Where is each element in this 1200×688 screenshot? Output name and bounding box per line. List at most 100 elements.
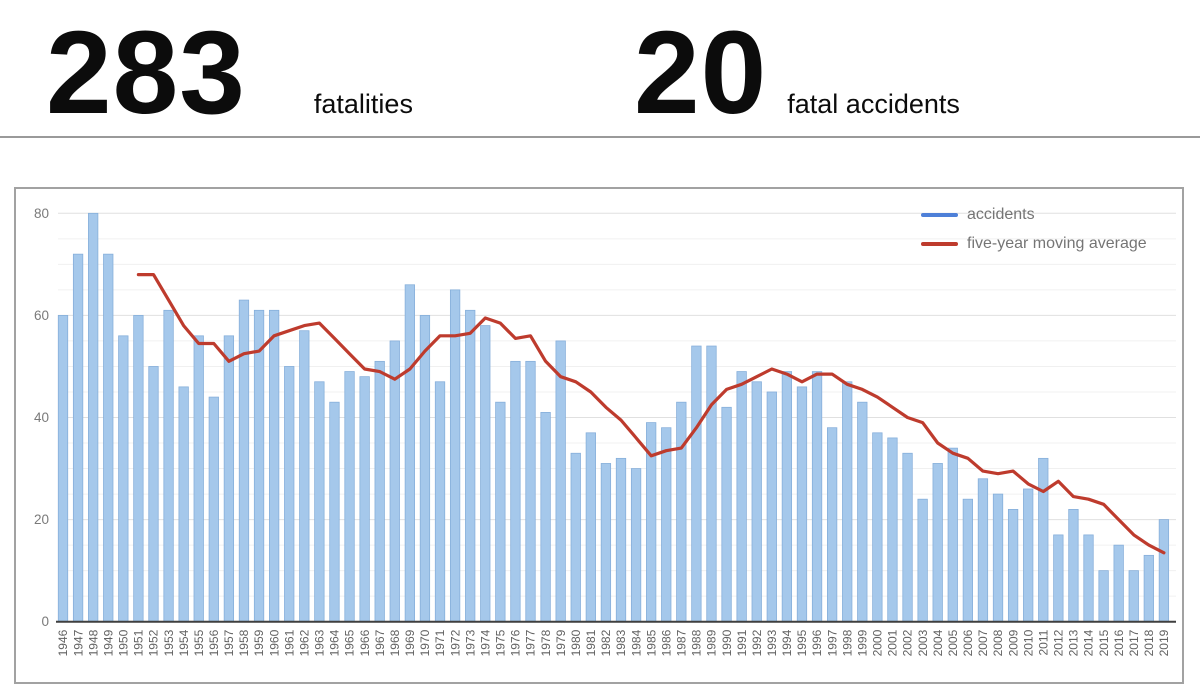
bar-1992[interactable] [751, 381, 762, 623]
bar-1987[interactable] [676, 401, 687, 623]
bar-1971[interactable] [434, 381, 446, 623]
bar-1996[interactable] [811, 371, 823, 623]
bar-1976[interactable] [510, 360, 521, 623]
x-axis-label: 2012 [1052, 629, 1066, 656]
bar-1991[interactable] [736, 371, 747, 623]
bar-1950[interactable] [118, 335, 129, 623]
x-axis-label: 2008 [991, 629, 1005, 656]
legend-label-moving-average: five-year moving average [967, 235, 1147, 252]
bar-2019[interactable] [1158, 519, 1170, 623]
x-axis-label: 2010 [1021, 629, 1035, 656]
x-axis-label: 1979 [554, 629, 568, 656]
bar-2014[interactable] [1083, 534, 1094, 623]
bar-1995[interactable] [796, 386, 808, 623]
bar-1954[interactable] [178, 386, 189, 623]
bar-2013[interactable] [1068, 509, 1079, 623]
bar-2000[interactable] [872, 432, 883, 623]
bar-1964[interactable] [329, 401, 340, 623]
bar-1980[interactable] [570, 452, 581, 623]
bar-2011[interactable] [1038, 457, 1049, 623]
bar-2017[interactable] [1128, 570, 1139, 623]
bar-2009[interactable] [1007, 509, 1019, 623]
x-axis-label: 1958 [237, 629, 251, 656]
bar-1947[interactable] [72, 253, 84, 623]
bar-1968[interactable] [389, 340, 400, 623]
bar-1955[interactable] [193, 335, 204, 623]
bar-1951[interactable] [133, 315, 144, 623]
bar-1994[interactable] [781, 371, 793, 623]
header-divider [0, 136, 1200, 138]
bar-2004[interactable] [932, 463, 943, 623]
bar-1953[interactable] [163, 309, 174, 623]
stat-fatalities: 283 fatalities [46, 14, 413, 132]
x-axis-label: 1998 [840, 629, 854, 656]
x-axis-label: 1971 [433, 629, 447, 656]
bar-1972[interactable] [449, 289, 461, 623]
bar-1957[interactable] [223, 335, 235, 623]
y-axis-label: 20 [34, 512, 49, 527]
x-axis-label: 1967 [373, 629, 387, 656]
bar-2001[interactable] [887, 437, 898, 623]
x-axis-label: 1959 [252, 629, 266, 656]
bar-1948[interactable] [88, 212, 99, 623]
x-axis-label: 1960 [267, 629, 281, 656]
bar-1970[interactable] [419, 315, 431, 623]
bar-1978[interactable] [540, 412, 551, 623]
bar-1966[interactable] [359, 376, 370, 623]
bar-1982[interactable] [600, 463, 612, 623]
bar-1993[interactable] [766, 391, 777, 623]
bar-1983[interactable] [615, 457, 627, 623]
x-axis-label: 1992 [750, 629, 764, 656]
bar-2007[interactable] [977, 478, 989, 623]
x-axis-label: 1956 [207, 629, 221, 656]
bar-2010[interactable] [1023, 488, 1034, 623]
bar-1946[interactable] [57, 315, 69, 623]
moving-average-line[interactable] [136, 272, 1166, 555]
bar-1975[interactable] [495, 401, 506, 623]
bar-2012[interactable] [1053, 534, 1064, 623]
bar-1998[interactable] [842, 381, 853, 623]
x-axis-label: 2018 [1142, 629, 1156, 656]
bar-2005[interactable] [947, 447, 958, 623]
x-axis-label: 2016 [1112, 629, 1126, 656]
bar-1956[interactable] [208, 396, 219, 623]
bar-1974[interactable] [480, 325, 491, 623]
bar-1997[interactable] [827, 427, 838, 623]
bar-1963[interactable] [314, 381, 325, 623]
bar-1962[interactable] [299, 330, 310, 623]
x-axis-label: 1966 [358, 629, 372, 656]
bar-1986[interactable] [661, 427, 672, 623]
bar-1981[interactable] [585, 432, 596, 623]
bar-1973[interactable] [465, 309, 476, 623]
bar-2015[interactable] [1098, 570, 1109, 623]
bar-1979[interactable] [555, 340, 566, 623]
bar-1977[interactable] [525, 360, 536, 623]
bar-2018[interactable] [1143, 554, 1154, 623]
bar-1949[interactable] [103, 253, 114, 623]
bar-1952[interactable] [148, 366, 159, 623]
bar-1959[interactable] [253, 309, 265, 623]
bar-1967[interactable] [374, 360, 385, 623]
x-axis-label: 2015 [1097, 629, 1111, 656]
bar-2003[interactable] [917, 498, 928, 623]
bar-1961[interactable] [284, 366, 295, 623]
bar-1988[interactable] [691, 345, 702, 623]
x-axis-label: 1989 [705, 629, 719, 656]
x-axis-label: 1981 [584, 629, 598, 656]
bar-2008[interactable] [992, 493, 1004, 623]
x-axis-label: 1962 [297, 629, 311, 656]
bar-1965[interactable] [344, 371, 355, 623]
bar-1984[interactable] [630, 468, 642, 623]
bar-2006[interactable] [962, 498, 973, 623]
bar-1989[interactable] [706, 345, 717, 623]
bar-1969[interactable] [404, 284, 415, 623]
bar-1999[interactable] [857, 401, 868, 623]
x-axis-label: 1952 [147, 629, 161, 656]
bar-1990[interactable] [721, 406, 732, 623]
bar-2002[interactable] [902, 452, 913, 623]
x-axis-label: 1996 [810, 629, 824, 656]
bar-1960[interactable] [269, 309, 280, 623]
x-axis-label: 1964 [328, 629, 342, 656]
bar-1958[interactable] [238, 299, 250, 623]
bar-2016[interactable] [1113, 544, 1124, 623]
